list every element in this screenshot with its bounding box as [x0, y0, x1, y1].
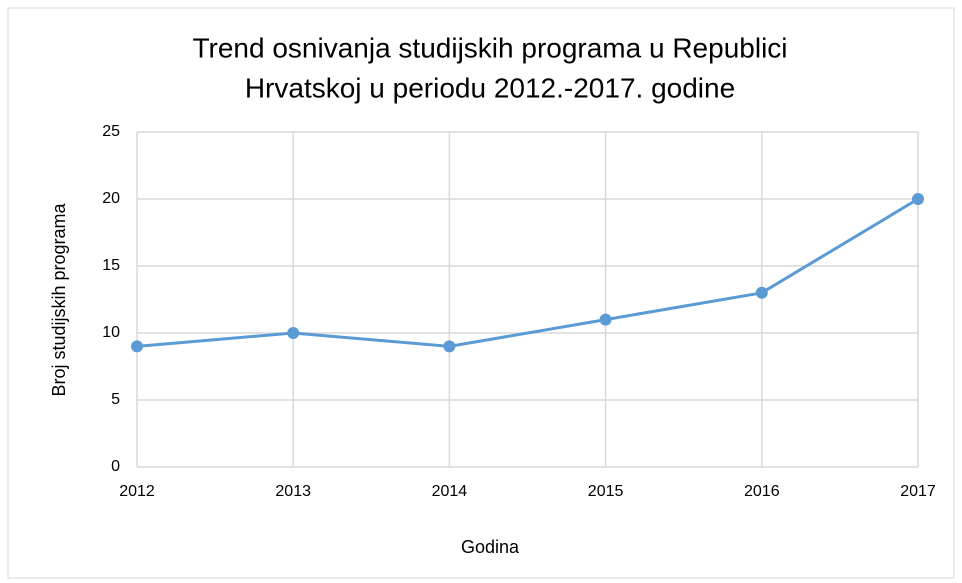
x-tick-label: 2016	[744, 483, 780, 500]
x-tick-label: 2013	[275, 483, 311, 500]
y-tick-label: 0	[111, 458, 120, 475]
y-tick-label: 25	[102, 123, 120, 140]
x-tick-label: 2014	[432, 483, 468, 500]
y-tick-label: 10	[102, 324, 120, 341]
x-tick-label: 2012	[119, 483, 155, 500]
x-tick-label: 2015	[588, 483, 624, 500]
y-axis-label: Broj studijskih programa	[49, 202, 69, 396]
data-point	[443, 340, 456, 353]
data-line	[136, 197, 919, 348]
chart-border	[7, 7, 955, 579]
data-point	[912, 193, 924, 205]
data-point	[287, 327, 300, 339]
y-tick-label: 15	[102, 257, 120, 274]
data-point	[131, 340, 143, 353]
chart-title: Hrvatskoj u periodu 2012.-2017. godine	[245, 72, 735, 103]
data-point	[599, 313, 612, 326]
chart-title: Trend osnivanja studijskih programa u Re…	[192, 32, 787, 63]
x-axis-label: Godina	[461, 537, 520, 557]
y-tick-label: 20	[102, 190, 120, 207]
y-tick-label: 5	[111, 391, 120, 408]
x-tick-label: 2017	[900, 483, 936, 500]
data-point	[755, 286, 768, 299]
